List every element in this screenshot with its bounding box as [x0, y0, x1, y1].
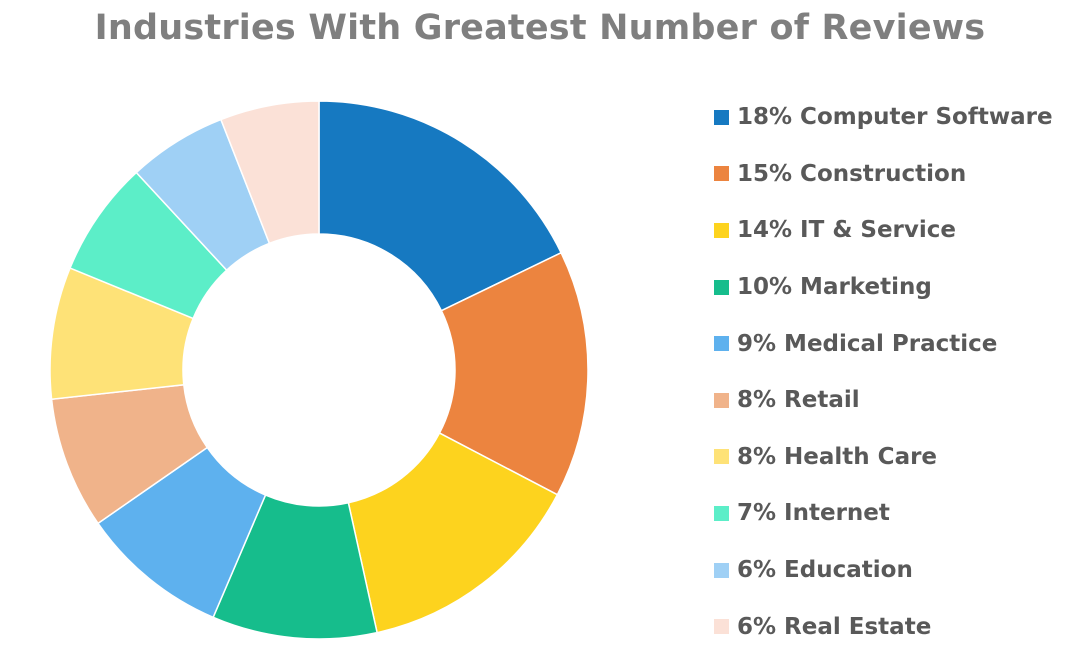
legend-label: 18% Computer Software — [737, 104, 1053, 131]
legend-label: 9% Medical Practice — [737, 330, 998, 357]
legend-label: 7% Internet — [737, 500, 890, 527]
slice-real-estate — [219, 100, 320, 245]
legend-item-internet: 7% Internet — [714, 485, 1074, 542]
legend-swatch — [714, 279, 729, 295]
legend-swatch — [714, 619, 729, 635]
legend-swatch — [714, 222, 729, 238]
legend-label: 6% Real Estate — [737, 613, 932, 640]
legend-label: 15% Construction — [737, 160, 967, 187]
legend-item-construction: 15% Construction — [714, 146, 1074, 203]
legend-swatch — [714, 449, 729, 465]
legend-item-real-estate: 6% Real Estate — [714, 598, 1074, 655]
legend-swatch — [714, 505, 729, 521]
chart-title: Industries With Greatest Number of Revie… — [94, 8, 986, 48]
legend-item-medical-practice: 9% Medical Practice — [714, 315, 1074, 372]
legend-item-retail: 8% Retail — [714, 372, 1074, 429]
legend-label: 10% Marketing — [737, 274, 932, 301]
legend-swatch — [714, 392, 729, 408]
slice-it-service — [347, 432, 559, 634]
legend-swatch — [714, 109, 729, 125]
donut-chart — [49, 100, 589, 640]
legend-item-it-service: 14% IT & Service — [714, 202, 1074, 259]
legend-item-education: 6% Education — [714, 542, 1074, 599]
legend-label: 8% Retail — [737, 387, 860, 414]
legend-item-computer-software: 18% Computer Software — [714, 89, 1074, 146]
legend-label: 6% Education — [737, 557, 913, 584]
donut-slices — [49, 100, 589, 640]
slice-construction — [438, 251, 589, 496]
legend-item-health-care: 8% Health Care — [714, 429, 1074, 486]
slice-computer-software — [318, 100, 563, 312]
legend-label: 8% Health Care — [737, 443, 938, 470]
legend-swatch — [714, 562, 729, 578]
chart-legend: 18% Computer Software 15% Construction 14%… — [714, 89, 1074, 655]
legend-label: 14% IT & Service — [737, 217, 956, 244]
legend-swatch — [714, 166, 729, 182]
legend-item-marketing: 10% Marketing — [714, 259, 1074, 316]
legend-swatch — [714, 336, 729, 352]
